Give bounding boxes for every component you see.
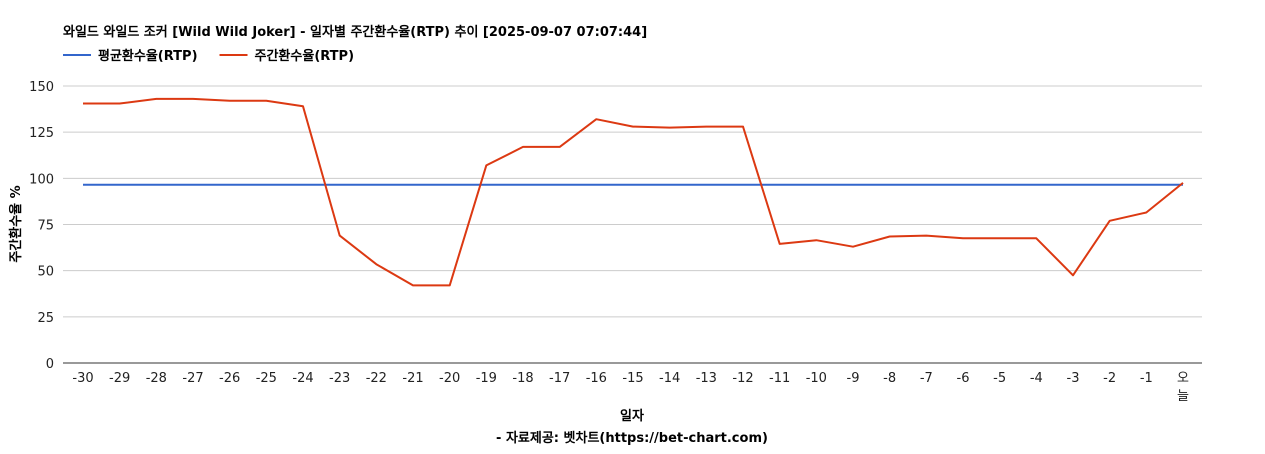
x-tick-label: -17: [549, 371, 570, 386]
x-tick-label: -8: [883, 371, 896, 386]
x-tick-label: -12: [732, 371, 753, 386]
x-tick-label: -3: [1067, 371, 1080, 386]
y-tick-label: 100: [29, 172, 54, 187]
x-tick-label: -24: [292, 371, 313, 386]
y-tick-label: 0: [46, 357, 54, 372]
x-tick-label: -6: [957, 371, 970, 386]
series-line-1: [83, 97, 1184, 287]
x-tick-label: -9: [847, 371, 860, 386]
x-tick-label: -2: [1103, 371, 1116, 386]
y-axis-ticks: 0 25 50 75 100 125 150: [29, 80, 54, 372]
x-tick-label: -16: [586, 371, 607, 386]
chart-title: 와일드 와일드 조커 [Wild Wild Joker] - 일자별 주간환수율…: [63, 24, 647, 40]
legend-label-0: 평균환수율(RTP): [98, 48, 198, 64]
x-tick-label: -23: [329, 371, 350, 386]
legend-label-1: 주간환수율(RTP): [255, 48, 355, 64]
x-tick-label: -27: [182, 371, 203, 386]
x-tick-label: -21: [402, 371, 423, 386]
x-axis-label: 일자: [620, 409, 644, 424]
x-tick-label: -30: [72, 371, 93, 386]
x-tick-label: -19: [476, 371, 497, 386]
x-tick-label: -28: [146, 371, 167, 386]
series-layer: [83, 97, 1184, 287]
x-axis-ticks: -30 -29 -28 -27 -26 -25 -24 -23 -22 -21 -20 -19 -18 -…: [72, 371, 1189, 404]
y-axis-label: 주간환수율 %: [8, 185, 24, 262]
y-tick-label: 75: [37, 219, 54, 234]
x-tick-label: -4: [1030, 371, 1043, 386]
gridlines: [63, 85, 1202, 364]
x-tick-label: -14: [659, 371, 680, 386]
x-tick-label: -7: [920, 371, 933, 386]
legend: 평균환수율(RTP) 주간환수율(RTP): [63, 48, 354, 64]
x-tick-label: -11: [769, 371, 790, 386]
x-tick-label: -29: [109, 371, 130, 386]
x-tick-label: -25: [256, 371, 277, 386]
source-caption: - 자료제공: 벳차트(https://bet-chart.com): [496, 430, 768, 446]
y-tick-label: 50: [37, 265, 54, 280]
x-tick-label: -26: [219, 371, 240, 386]
y-tick-label: 150: [29, 80, 54, 95]
x-tick-label: -18: [512, 371, 533, 386]
x-tick-label: -20: [439, 371, 460, 386]
x-tick-label: -5: [993, 371, 1006, 386]
x-tick-label: -15: [622, 371, 643, 386]
x-tick-label: -13: [696, 371, 717, 386]
y-tick-label: 125: [29, 126, 54, 141]
x-tick-label: -1: [1140, 371, 1153, 386]
x-tick-label: -22: [366, 371, 387, 386]
y-tick-label: 25: [37, 311, 54, 326]
x-tick-label: -10: [806, 371, 827, 386]
